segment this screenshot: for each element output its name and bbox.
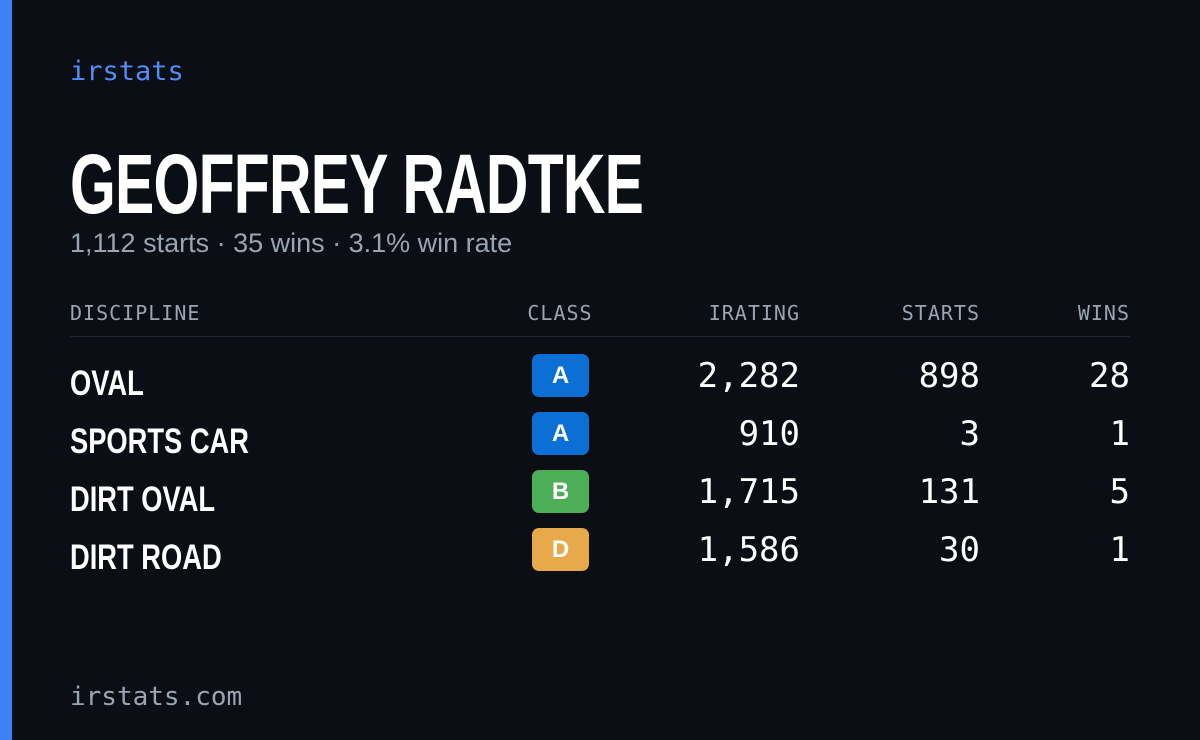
stat-value: 1 — [1109, 530, 1130, 570]
stat-value: 1,586 — [697, 530, 800, 570]
brand: irstats — [70, 56, 184, 87]
discipline: DIRT ROAD — [70, 538, 222, 577]
stat-value: 131 — [918, 472, 980, 512]
stat-value: 2,282 — [697, 356, 800, 396]
driver-summary: 1,112 starts · 35 wins · 3.1% win rate — [70, 228, 513, 258]
column-header: CLASS — [527, 301, 593, 325]
stat-value: 30 — [939, 530, 980, 570]
divider — [70, 336, 1130, 337]
class-badge: A — [532, 354, 589, 397]
driver-name: GEOFFREY RADTKE — [70, 137, 644, 231]
stat-value: 898 — [918, 356, 980, 396]
stat-value: 1 — [1109, 414, 1130, 454]
stat-value: 3 — [959, 414, 980, 454]
accent-stripe — [0, 0, 12, 740]
discipline: OVAL — [70, 364, 144, 403]
discipline: DIRT OVAL — [70, 480, 216, 519]
discipline: SPORTS CAR — [70, 422, 249, 461]
stat-value: 1,715 — [697, 472, 800, 512]
column-header: STARTS — [901, 301, 980, 325]
column-header: IRATING — [708, 301, 800, 325]
class-badge: D — [532, 528, 589, 571]
footer: irstats.com — [70, 682, 243, 712]
stat-value: 910 — [738, 414, 800, 454]
stat-value: 28 — [1089, 356, 1130, 396]
class-badge: A — [532, 412, 589, 455]
column-header: DISCIPLINE — [70, 301, 201, 325]
class-badge: B — [532, 470, 589, 513]
stat-value: 5 — [1109, 472, 1130, 512]
column-header: WINS — [1077, 301, 1130, 325]
